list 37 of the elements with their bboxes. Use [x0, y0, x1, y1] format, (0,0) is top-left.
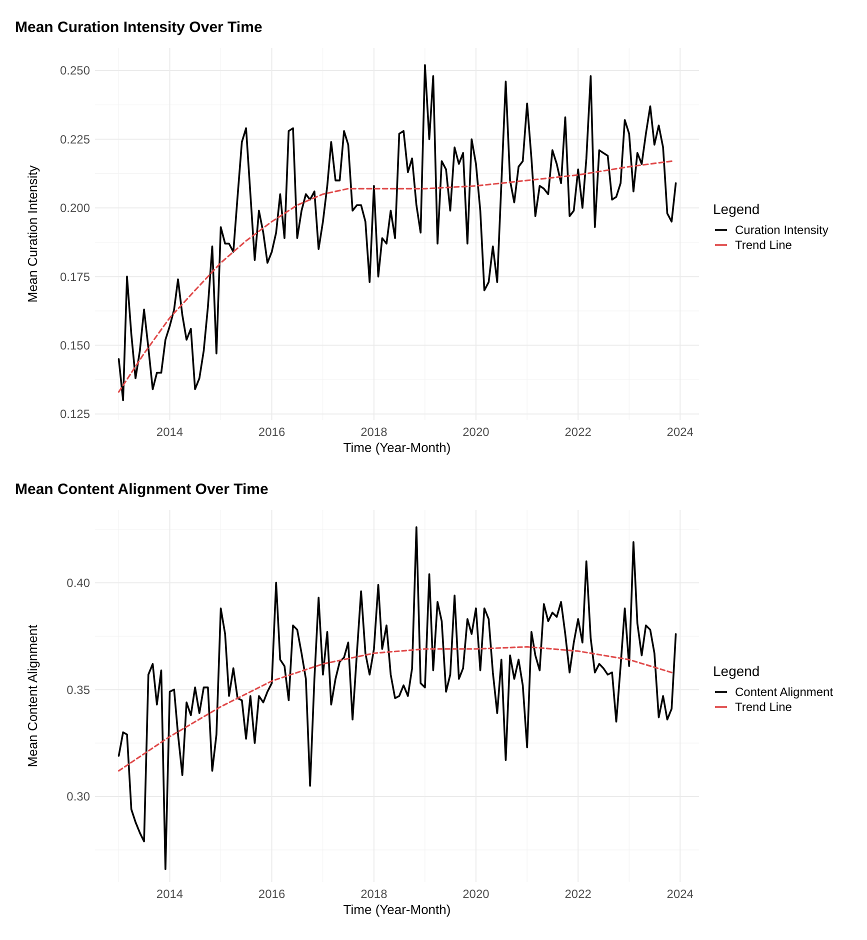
- y-tick-label: 0.125: [60, 407, 90, 422]
- legend-label: Trend Line: [735, 700, 792, 714]
- x-tick-label: 2024: [666, 425, 694, 439]
- legend-title: Legend: [713, 663, 760, 679]
- y-tick-label: 0.225: [60, 132, 90, 146]
- x-tick-label: 2016: [258, 887, 286, 901]
- legend-title: Legend: [713, 201, 760, 217]
- x-tick-label: 2020: [462, 887, 490, 901]
- x-tick-label: 2020: [462, 425, 490, 439]
- x-tick-label: 2022: [564, 425, 592, 439]
- x-tick-label: 2018: [360, 425, 388, 439]
- x-tick-label: 2022: [564, 887, 592, 901]
- y-tick-label: 0.150: [60, 338, 90, 352]
- line-series: [118, 526, 677, 870]
- x-tick-label: 2014: [156, 887, 184, 901]
- x-tick-label: 2014: [156, 425, 184, 439]
- x-axis-title: Time (Year-Month): [343, 902, 451, 917]
- chart-title: Mean Curation Intensity Over Time: [15, 19, 262, 36]
- x-tick-label: 2024: [666, 887, 694, 901]
- x-axis-title: Time (Year-Month): [343, 440, 451, 455]
- x-tick-label: 2016: [258, 425, 286, 439]
- y-axis-title: Mean Curation Intensity: [25, 164, 40, 303]
- y-tick-label: 0.35: [66, 682, 90, 697]
- legend-label: Trend Line: [735, 238, 792, 252]
- y-axis-title: Mean Content Alignment: [25, 624, 40, 768]
- line-series: [118, 160, 672, 393]
- line-series: [118, 646, 672, 772]
- y-tick-label: 0.175: [60, 270, 90, 284]
- legend-label: Content Alignment: [735, 685, 834, 700]
- line-series: [118, 64, 677, 402]
- x-tick-label: 2018: [360, 887, 388, 901]
- y-tick-label: 0.40: [66, 576, 90, 590]
- chart-title: Mean Content Alignment Over Time: [15, 481, 268, 498]
- y-tick-label: 0.200: [60, 201, 90, 216]
- legend-label: Curation Intensity: [735, 223, 828, 238]
- y-tick-label: 0.30: [66, 790, 90, 804]
- y-tick-label: 0.250: [60, 64, 90, 78]
